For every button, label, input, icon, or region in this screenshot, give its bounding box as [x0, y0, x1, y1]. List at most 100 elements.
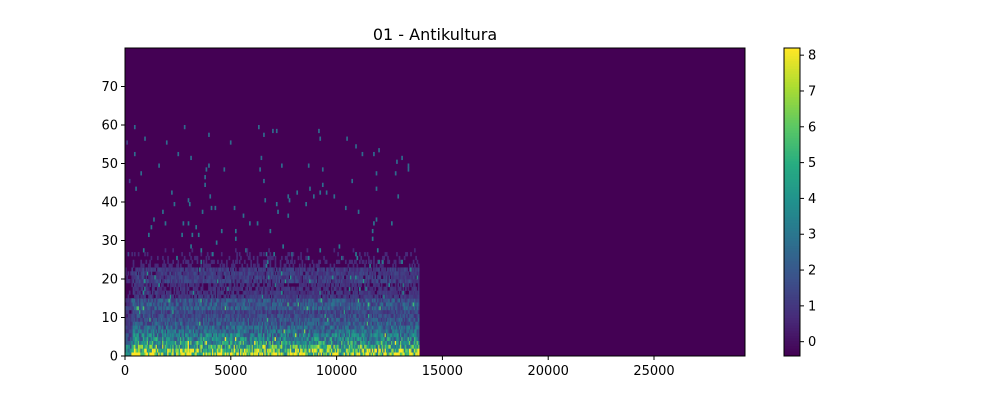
- heatmap-cell: [159, 309, 162, 315]
- heatmap-cell: [252, 332, 255, 338]
- heatmap-cell: [268, 325, 270, 330]
- heatmap-cell: [154, 298, 157, 303]
- heatmap-cell: [263, 252, 265, 257]
- heatmap-cell: [231, 290, 233, 295]
- heatmap-cell: [211, 321, 214, 326]
- heatmap-cell: [384, 298, 387, 303]
- heatmap-cell: [286, 286, 288, 291]
- heatmap-cell: [371, 271, 374, 276]
- heatmap-cell: [209, 279, 212, 284]
- heatmap-cell: [148, 348, 150, 353]
- heatmap-cell: [164, 271, 167, 276]
- heatmap-cell: [342, 294, 345, 299]
- heatmap-cell: [324, 321, 327, 326]
- heatmap-cell: [311, 344, 314, 349]
- heatmap-cell: [298, 282, 301, 288]
- heatmap-cell: [254, 267, 256, 272]
- heatmap-cell: [172, 325, 174, 330]
- heatmap-cell: [133, 275, 136, 280]
- heatmap-cell: [177, 302, 180, 307]
- heatmap-cell: [167, 267, 169, 272]
- heatmap-cell: [256, 321, 259, 326]
- heatmap-cell: [392, 340, 394, 345]
- heatmap-cell: [217, 317, 219, 322]
- heatmap-cell: [378, 148, 380, 153]
- heatmap-cell: [132, 325, 135, 330]
- heatmap-cell: [302, 321, 305, 326]
- heatmap-cell: [369, 286, 371, 291]
- heatmap-cell: [283, 309, 286, 315]
- heatmap-cell: [375, 325, 378, 330]
- heatmap-cell: [177, 321, 180, 326]
- heatmap-cell: [151, 286, 154, 291]
- heatmap-cell: [366, 252, 369, 257]
- heatmap-cell: [364, 321, 366, 326]
- heatmap-cell: [304, 329, 306, 334]
- heatmap-cell: [320, 309, 323, 315]
- heatmap-cell: [357, 302, 360, 307]
- heatmap-cell: [350, 305, 352, 311]
- heatmap-cell: [365, 313, 368, 318]
- heatmap-cell: [200, 317, 203, 322]
- heatmap-cell: [344, 348, 347, 353]
- heatmap-cell: [336, 348, 338, 353]
- heatmap-cell: [192, 321, 195, 326]
- heatmap-cell: [291, 305, 293, 311]
- heatmap-cell: [223, 321, 226, 326]
- heatmap-cell: [169, 344, 172, 349]
- heatmap-cell: [266, 255, 269, 261]
- heatmap-cell: [164, 344, 167, 349]
- heatmap-cell: [197, 290, 200, 295]
- heatmap-cell: [249, 282, 251, 288]
- heatmap-cell: [177, 275, 180, 280]
- heatmap-cell: [243, 298, 246, 303]
- heatmap-cell: [208, 309, 210, 315]
- heatmap-cell: [165, 313, 168, 318]
- heatmap-cell: [282, 336, 284, 341]
- heatmap-cell: [293, 298, 296, 303]
- heatmap-cell: [273, 317, 276, 322]
- heatmap-cell: [264, 259, 267, 264]
- heatmap-cell: [156, 286, 159, 291]
- heatmap-cell: [343, 332, 346, 338]
- heatmap-cell: [265, 309, 268, 315]
- heatmap-cell: [284, 302, 287, 307]
- heatmap-cell: [158, 348, 160, 353]
- heatmap-cell: [365, 259, 368, 264]
- heatmap-cell: [388, 321, 391, 326]
- heatmap-cell: [258, 290, 260, 295]
- heatmap-cell: [149, 336, 151, 341]
- heatmap-cell: [292, 302, 295, 307]
- heatmap-cell: [188, 305, 191, 311]
- heatmap-cell: [246, 317, 249, 322]
- heatmap-cell: [182, 344, 185, 349]
- heatmap-cell: [182, 348, 185, 353]
- heatmap-cell: [127, 325, 130, 330]
- heatmap-cell: [247, 290, 250, 295]
- heatmap-cell: [265, 271, 268, 276]
- heatmap-cell: [214, 325, 217, 330]
- heatmap-cell: [328, 325, 331, 330]
- heatmap-cell: [229, 267, 232, 272]
- heatmap-cell: [260, 252, 263, 257]
- heatmap-cell: [333, 313, 336, 318]
- heatmap-cell: [371, 313, 374, 318]
- heatmap-cell: [201, 313, 204, 318]
- heatmap-cell: [223, 325, 226, 330]
- heatmap-cell: [165, 332, 168, 338]
- heatmap-cell: [333, 271, 336, 276]
- heatmap-cell: [292, 263, 295, 268]
- heatmap-cell: [146, 252, 149, 257]
- heatmap-cell: [344, 344, 347, 349]
- heatmap-cell: [195, 352, 198, 356]
- heatmap-cell: [327, 290, 329, 295]
- heatmap-cell: [318, 325, 320, 330]
- heatmap-cell: [302, 340, 305, 345]
- heatmap-cell: [246, 348, 249, 353]
- heatmap-cell: [357, 352, 360, 356]
- heatmap-cell: [238, 329, 241, 334]
- heatmap-cell: [297, 329, 300, 334]
- heatmap-cell: [223, 263, 226, 268]
- heatmap-cell: [210, 271, 213, 276]
- heatmap-cell: [243, 275, 246, 280]
